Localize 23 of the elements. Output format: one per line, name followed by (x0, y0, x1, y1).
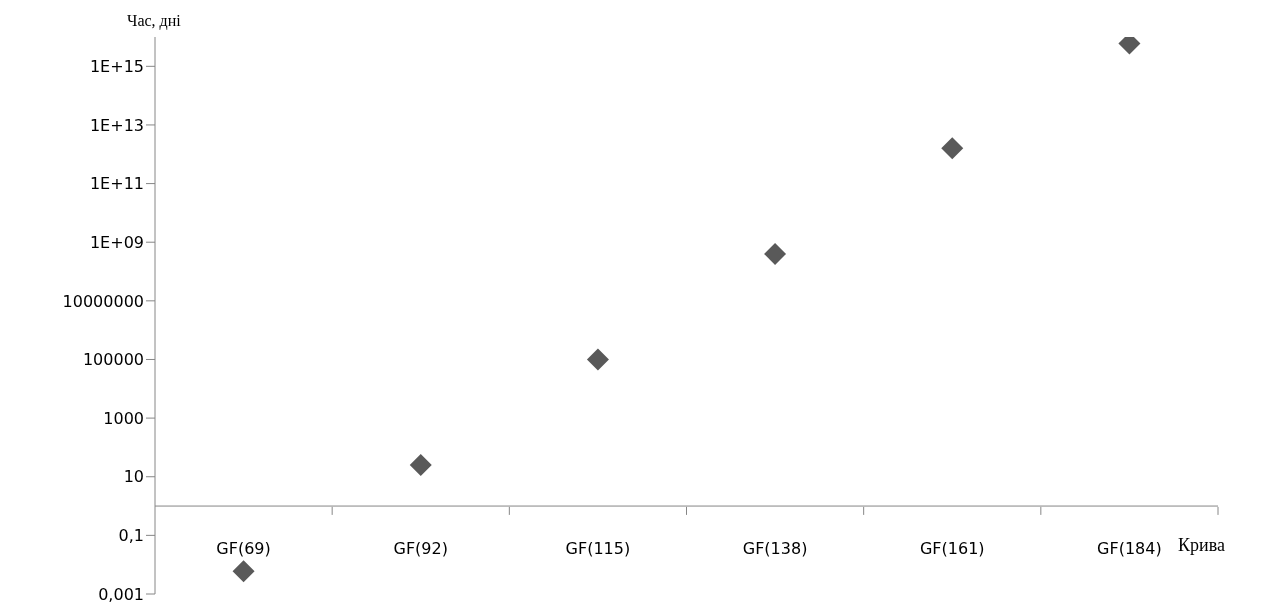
y-tick-label: 0,1 (118, 526, 144, 546)
y-tick-label: 1000 (103, 408, 144, 428)
y-tick-label: 100000 (82, 350, 144, 370)
y-tick-label: 0,001 (98, 584, 144, 604)
y-tick-label: 10 (123, 467, 144, 487)
y-axis-title: Час, дні (127, 12, 181, 30)
x-tick-label: GF(161) (919, 538, 985, 558)
point (941, 137, 964, 160)
x-tick-label: GF(92) (393, 538, 448, 558)
y-tick-label: 1E+11 (89, 174, 144, 194)
x-tick-label: GF(69) (216, 538, 271, 558)
y-tick-label: 1E+09 (89, 232, 144, 252)
x-tick-label: GF(115) (565, 538, 631, 558)
point (586, 348, 609, 371)
y-tick-label: 10000000 (62, 291, 144, 311)
point (764, 242, 787, 265)
point (232, 560, 255, 583)
x-axis-title: Крива (1178, 534, 1225, 556)
point (409, 454, 432, 477)
y-tick-label: 1E+13 (89, 115, 144, 135)
x-tick-label: GF(184) (1097, 538, 1162, 558)
y-tick-label: 1E+15 (89, 57, 144, 76)
x-tick-label: GF(138) (742, 538, 808, 558)
